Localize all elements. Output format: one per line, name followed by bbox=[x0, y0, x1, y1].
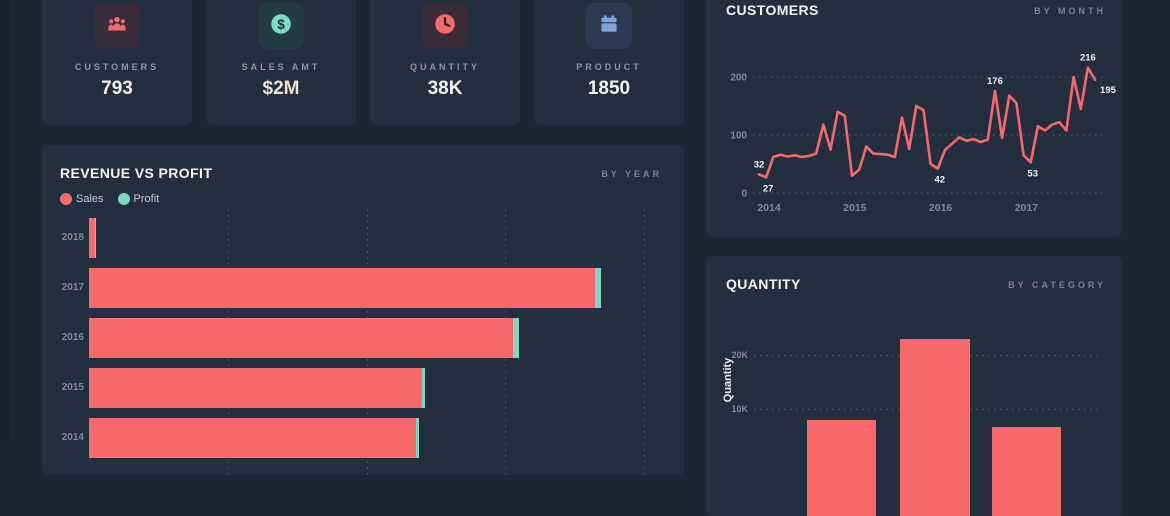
year-axis-label: 2014 bbox=[61, 432, 84, 443]
profit-bar-2017[interactable] bbox=[595, 268, 601, 308]
profit-bar-2015[interactable] bbox=[421, 368, 425, 408]
kpi-value: 793 bbox=[101, 78, 133, 99]
data-point-label: 216 bbox=[1080, 53, 1096, 64]
kpi-card-product[interactable]: PRODUCT 1850 bbox=[534, 0, 684, 125]
kpi-value: 1850 bbox=[587, 78, 631, 99]
panel-quantity-by-category: QUANTITY BY CATEGORY Quantity 10K 20K bbox=[706, 256, 1122, 516]
sales-bar-2015[interactable] bbox=[89, 368, 422, 408]
data-point-label: 32 bbox=[754, 159, 765, 170]
profit-bar-2018[interactable] bbox=[95, 218, 97, 258]
customers-line-series[interactable] bbox=[757, 66, 1097, 179]
data-point-label: 53 bbox=[1027, 168, 1038, 179]
sales-bar-2016[interactable] bbox=[89, 318, 513, 358]
sales-legend-dot bbox=[60, 193, 72, 205]
svg-text:$: $ bbox=[277, 16, 285, 31]
y-axis-tick-label: 200 bbox=[730, 73, 747, 84]
quantity-bar-2[interactable] bbox=[900, 338, 970, 516]
panel-customers-by-month: CUSTOMERS BY MONTH 0 100 200 2014 2015 2016 20… bbox=[706, 0, 1122, 237]
kpi-value: 38K bbox=[427, 78, 463, 99]
data-point-label: 176 bbox=[987, 76, 1003, 87]
kpi-icon-tile: $ bbox=[258, 3, 304, 49]
sales-legend-label: Sales bbox=[76, 193, 104, 205]
kpi-card-quantity[interactable]: QUANTITY 38K bbox=[370, 0, 520, 125]
revenue-legend: Sales Profit bbox=[60, 193, 159, 205]
y-axis-tick-label: 20K bbox=[731, 350, 748, 360]
kpi-value: $2M bbox=[262, 78, 300, 99]
bar-row-2014 bbox=[89, 418, 420, 458]
left-edge-strip bbox=[0, 0, 9, 440]
customers-line-chart[interactable]: 0 100 200 2014 2015 2016 2017 32 27 42 176 53 216 195 bbox=[724, 40, 1116, 218]
panel-revenue-vs-profit: REVENUE VS PROFIT BY YEAR Sales Profit 2… bbox=[42, 145, 684, 475]
people-icon bbox=[105, 12, 129, 41]
year-axis-label: 2015 bbox=[61, 382, 84, 393]
profit-legend-dot bbox=[117, 193, 130, 205]
revenue-panel-subtitle: BY YEAR bbox=[601, 169, 662, 179]
kpi-icon-tile bbox=[586, 3, 632, 49]
data-point-label: 27 bbox=[763, 183, 774, 194]
y-axis-tick-label: 0 bbox=[741, 189, 747, 200]
y-axis-tick-label: 100 bbox=[730, 131, 747, 142]
quantity-bar-1[interactable] bbox=[807, 419, 876, 516]
vertical-gridline bbox=[644, 209, 645, 475]
sales-bar-2014[interactable] bbox=[89, 418, 417, 458]
kpi-label: CUSTOMERS bbox=[74, 62, 160, 72]
customers-panel-subtitle: BY MONTH bbox=[1034, 6, 1106, 16]
year-axis-label: 2018 bbox=[61, 232, 84, 243]
year-axis-label: 2016 bbox=[61, 332, 84, 343]
x-axis-tick-label: 2015 bbox=[843, 202, 867, 214]
quantity-panel-title: QUANTITY bbox=[726, 276, 801, 292]
quantity-panel-subtitle: BY CATEGORY bbox=[1008, 280, 1106, 290]
x-axis-tick-label: 2014 bbox=[757, 202, 781, 214]
x-axis-tick-label: 2017 bbox=[1015, 202, 1039, 214]
sales-bar-2018[interactable] bbox=[89, 218, 95, 258]
kpi-label: SALES AMT bbox=[241, 62, 321, 72]
kpi-card-sales-amt[interactable]: $ SALES AMT $2M bbox=[206, 0, 356, 125]
revenue-panel-title: REVENUE VS PROFIT bbox=[60, 165, 213, 181]
x-axis-tick-label: 2016 bbox=[929, 202, 953, 214]
kpi-icon-tile bbox=[422, 3, 468, 49]
legend-item-profit[interactable]: Profit bbox=[117, 193, 160, 205]
revenue-bar-chart: 2018 2017 2016 2015 2014 bbox=[62, 145, 674, 475]
data-point-label: 42 bbox=[934, 175, 945, 186]
data-point-label: 195 bbox=[1100, 85, 1116, 96]
legend-item-sales[interactable]: Sales bbox=[60, 193, 104, 205]
clock-icon bbox=[432, 11, 458, 42]
kpi-card-customers[interactable]: CUSTOMERS 793 bbox=[42, 0, 192, 125]
quantity-bar-chart: 10K 20K bbox=[706, 256, 1122, 516]
dashboard-canvas: { "kpi_cards": [ {"label": "CUSTOMERS", … bbox=[0, 0, 1122, 516]
quantity-bar-3[interactable] bbox=[992, 427, 1061, 516]
profit-bar-2016[interactable] bbox=[513, 318, 519, 358]
customers-panel-title: CUSTOMERS bbox=[726, 2, 819, 18]
bar-row-2018 bbox=[89, 218, 97, 258]
bar-row-2015 bbox=[89, 368, 425, 408]
profit-bar-2014[interactable] bbox=[416, 418, 420, 458]
dollar-icon: $ bbox=[268, 11, 294, 42]
kpi-label: PRODUCT bbox=[576, 62, 642, 72]
bar-row-2016 bbox=[89, 318, 519, 358]
bar-row-2017 bbox=[89, 268, 601, 308]
profit-legend-label: Profit bbox=[133, 193, 160, 205]
kpi-label: QUANTITY bbox=[410, 62, 480, 72]
year-axis-label: 2017 bbox=[61, 282, 84, 293]
sales-bar-2017[interactable] bbox=[89, 268, 595, 308]
kpi-icon-tile bbox=[94, 3, 140, 49]
calendar-icon bbox=[597, 12, 621, 41]
y-axis-tick-label: 10K bbox=[731, 404, 748, 414]
